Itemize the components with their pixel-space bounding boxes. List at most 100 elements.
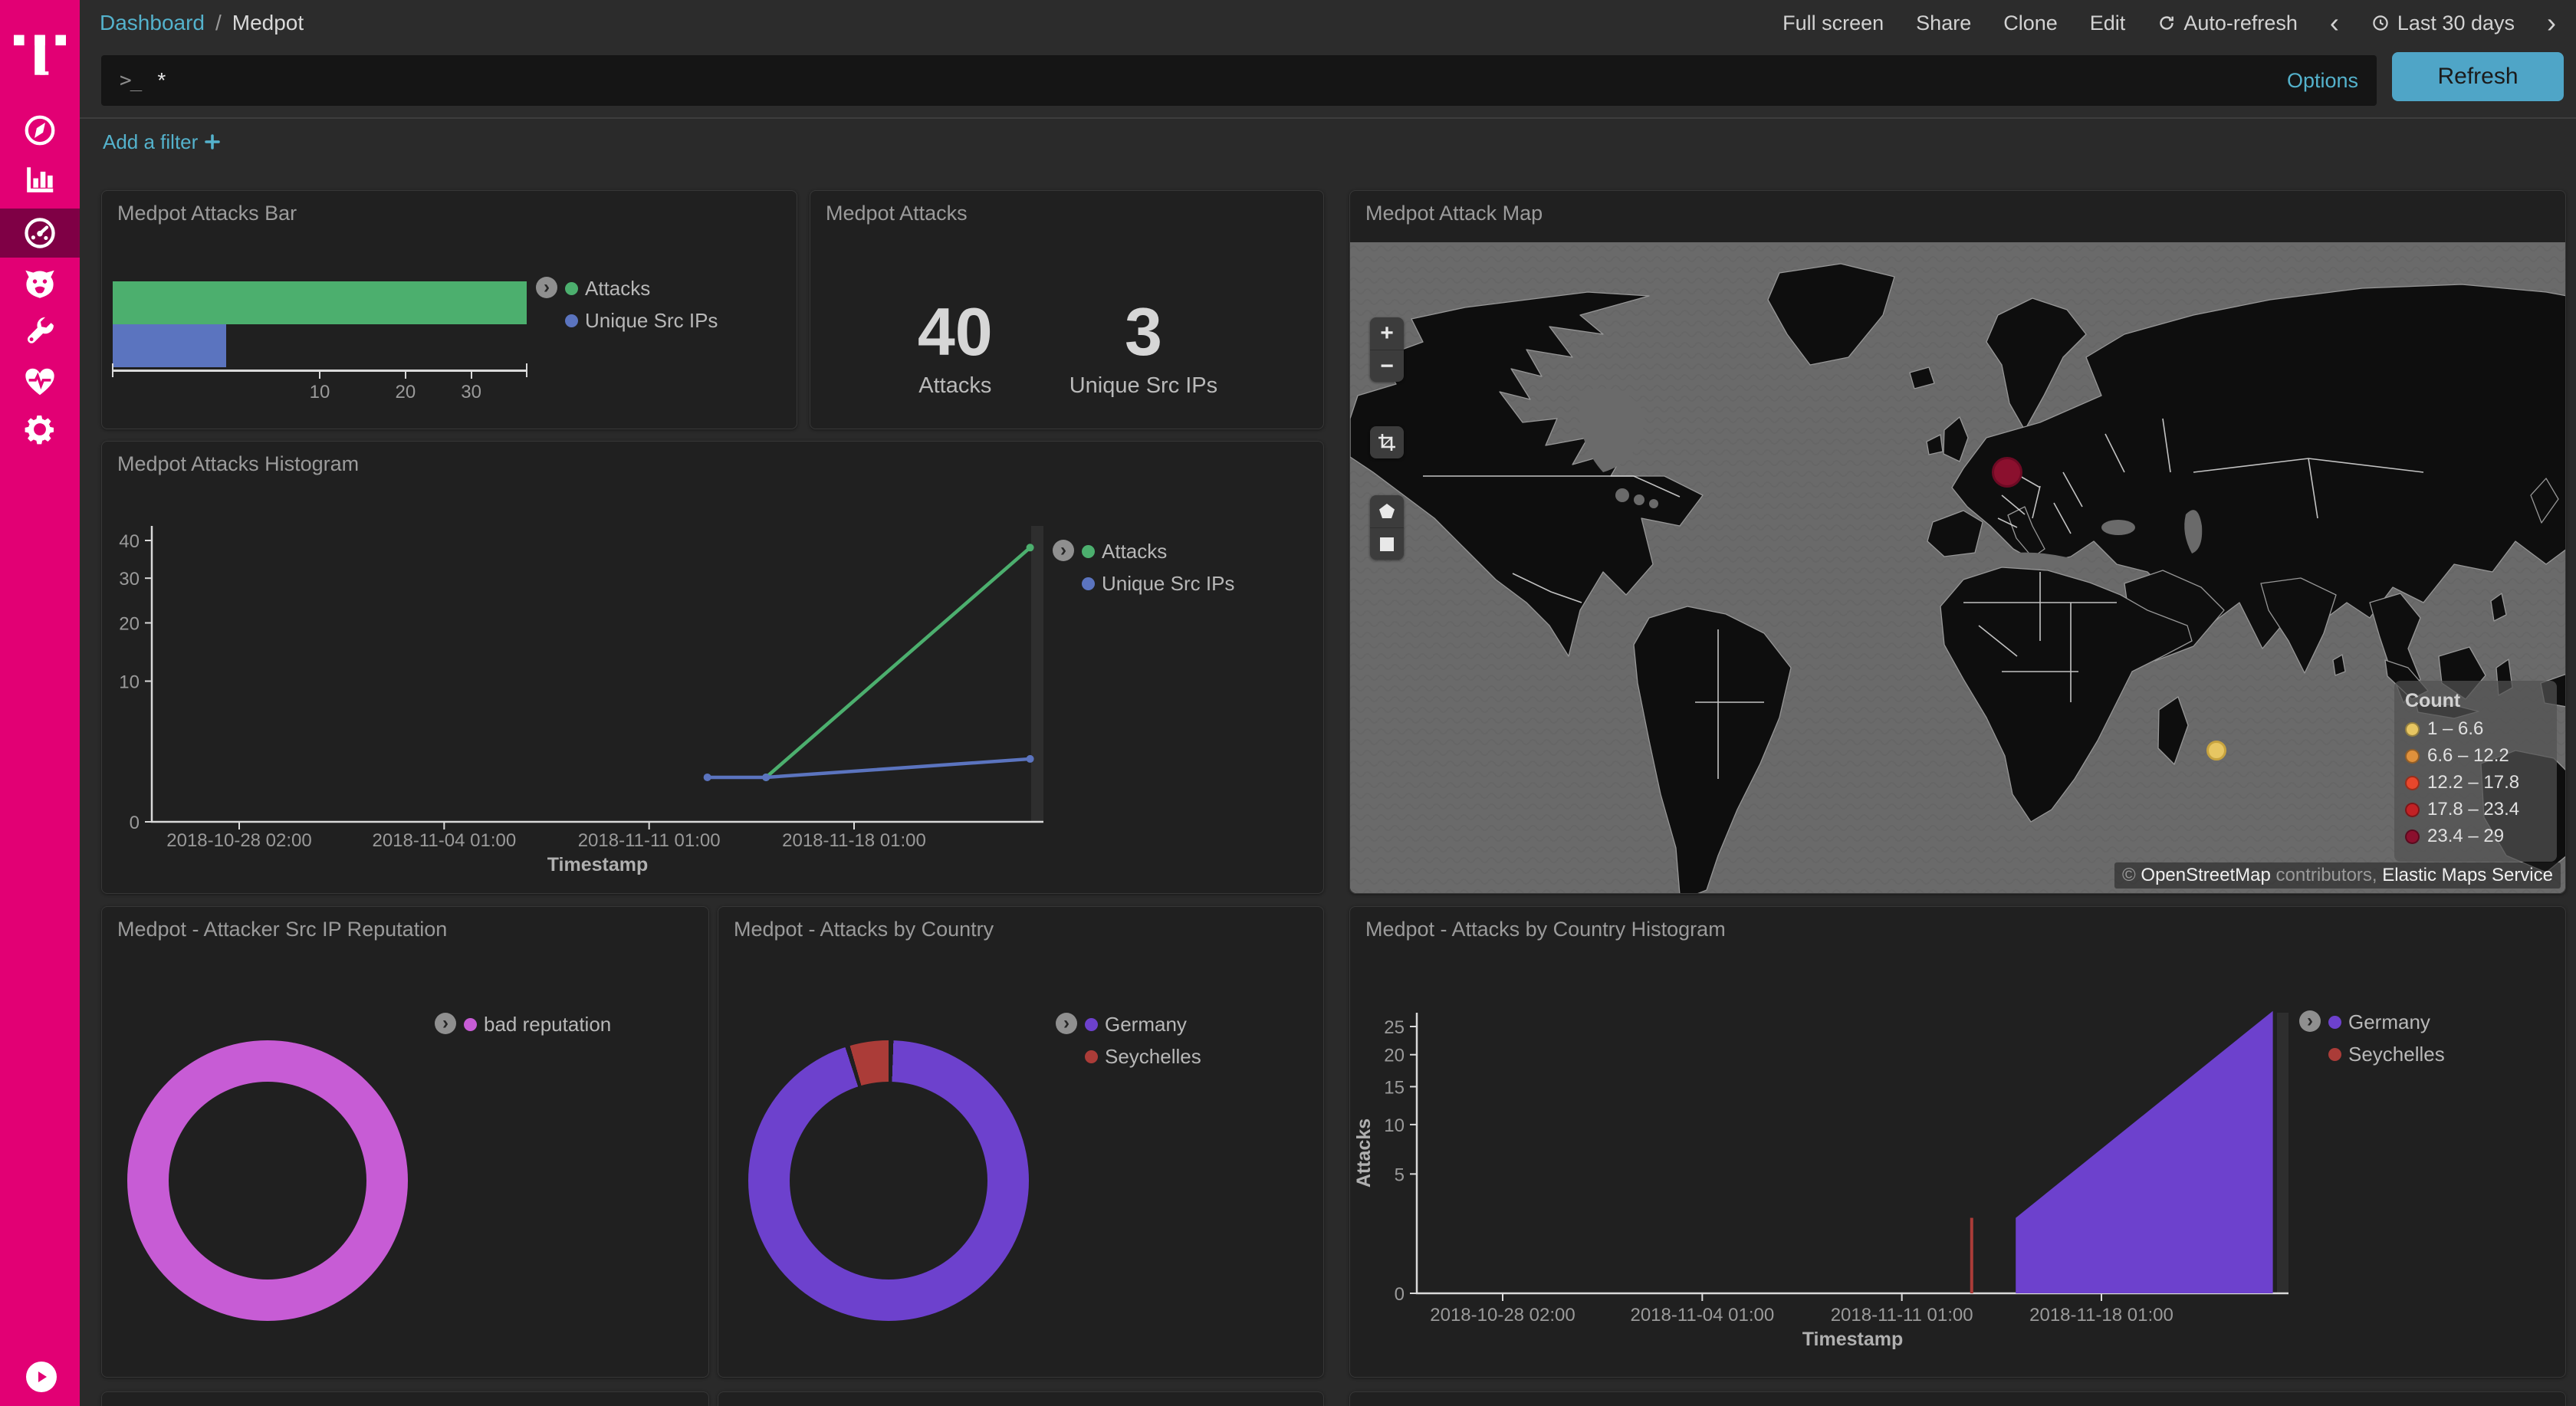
x-axis-tick: [526, 363, 527, 377]
time-back-button[interactable]: ‹: [2329, 7, 2339, 38]
sidebar-item-dev-tools[interactable]: [0, 308, 80, 357]
x-axis-tick-label: 20: [395, 382, 416, 402]
y-axis-tick-label: 30: [119, 569, 140, 590]
legend-items: bad reputation: [464, 1013, 611, 1036]
sidebar-collapse-button[interactable]: [26, 1362, 57, 1392]
legend-item-label[interactable]: Germany: [1105, 1013, 1187, 1036]
edit-button[interactable]: Edit: [2089, 11, 2126, 34]
area-chart: 0 5 10 15 20 25 2018-10-28 02:00 2018-11-04 01:…: [1353, 1010, 2288, 1350]
map-fit-data-bounds-button[interactable]: [1370, 426, 1404, 458]
y-axis-tick-label: 10: [1384, 1115, 1405, 1136]
map-zoom-controls: + −: [1370, 317, 1404, 382]
chart-legend: › Germany Seychelles: [2299, 1010, 2445, 1066]
legend-item[interactable]: Unique Src IPs: [1082, 572, 1234, 596]
breadcrumb-dashboard-link[interactable]: Dashboard: [100, 11, 205, 34]
x-axis-tick: [319, 370, 320, 379]
series-line-Unique Src IPs[interactable]: [705, 757, 1032, 780]
search-input[interactable]: [157, 68, 2273, 93]
time-forward-button[interactable]: ›: [2547, 7, 2556, 38]
donut-chart-country[interactable]: [748, 1040, 1029, 1321]
legend-item-label[interactable]: Seychelles: [1105, 1045, 1201, 1068]
map-marker-Indian Ocean (Seychelles)[interactable]: [2206, 740, 2226, 760]
legend-toggle-chevron-icon[interactable]: ›: [536, 277, 557, 298]
bar-Attacks[interactable]: [113, 281, 527, 324]
data-point-Unique Src IPs[interactable]: [1026, 754, 1034, 763]
legend-item[interactable]: Seychelles: [2328, 1043, 2445, 1066]
legend-item-label[interactable]: bad reputation: [484, 1013, 612, 1036]
telekom-logo: [14, 34, 66, 75]
data-point-Unique Src IPs[interactable]: [703, 773, 711, 781]
x-axis-tick-label: 2018-10-28 02:00: [166, 830, 312, 851]
x-axis-tick: [470, 370, 472, 379]
panel-medpot-attacks-bar: Medpot Attacks Bar 10 20 30 › Attacks Unique…: [101, 190, 797, 429]
legend-item-label[interactable]: Attacks: [585, 277, 651, 300]
metric-unique-src-ips: 3 Unique Src IPs: [1070, 298, 1217, 399]
bar-Unique Src IPs[interactable]: [113, 324, 226, 367]
legend-item-label[interactable]: Seychelles: [2348, 1043, 2445, 1066]
contributors-text: contributors,: [2275, 865, 2377, 885]
data-point-Unique Src IPs[interactable]: [762, 773, 770, 781]
map-zoom-in-button[interactable]: +: [1380, 320, 1394, 346]
legend-item-label[interactable]: Germany: [2348, 1010, 2430, 1033]
share-button[interactable]: Share: [1916, 11, 1972, 34]
sidebar-item-discover[interactable]: [0, 106, 80, 155]
legend-item[interactable]: Attacks: [1082, 540, 1234, 563]
legend-item-label[interactable]: Attacks: [1102, 540, 1168, 563]
x-axis-title: Timestamp: [547, 854, 649, 875]
elastic-maps-service-link[interactable]: Elastic Maps Service: [2382, 865, 2553, 885]
legend-item-label[interactable]: Unique Src IPs: [585, 309, 718, 332]
legend-toggle-chevron-icon[interactable]: ›: [2299, 1010, 2321, 1032]
time-range-button[interactable]: Last 30 days: [2371, 11, 2515, 35]
map-marker-Central Europe (Germany)[interactable]: [1991, 456, 2022, 488]
legend-item[interactable]: Seychelles: [1085, 1045, 1201, 1069]
legend-item-label[interactable]: Unique Src IPs: [1102, 572, 1235, 595]
legend-toggle-chevron-icon[interactable]: ›: [1053, 540, 1074, 561]
y-axis-tick-label: 25: [1384, 1017, 1405, 1038]
panel-medpot-attacks-metric: Medpot Attacks 40 Attacks 3 Unique Src I…: [810, 190, 1324, 429]
series-bar-Seychelles[interactable]: [1970, 1217, 1973, 1293]
legend-item[interactable]: Unique Src IPs: [565, 309, 718, 333]
legend-item[interactable]: Germany: [2328, 1010, 2445, 1034]
legend-color-dot: [1085, 1018, 1098, 1031]
map-legend-color-dot: [2405, 721, 2420, 737]
sidebar-item-monitoring[interactable]: [0, 357, 80, 406]
map-legend-item: 23.4 – 29: [2405, 826, 2546, 847]
clone-button[interactable]: Clone: [2003, 11, 2058, 34]
series-line-Attacks[interactable]: [764, 546, 1032, 780]
legend-item[interactable]: Germany: [1085, 1013, 1201, 1036]
y-axis-tick-label: 0: [130, 813, 140, 833]
chart-legend: › Attacks Unique Src IPs: [1053, 540, 1234, 596]
legend-toggle-chevron-icon[interactable]: ›: [435, 1013, 456, 1034]
metric-attacks: 40 Attacks: [918, 298, 993, 399]
panel-title: Medpot Attacks: [826, 202, 968, 225]
sidebar-item-management[interactable]: [0, 405, 80, 454]
metric-label: Unique Src IPs: [1069, 373, 1218, 398]
donut-hole: [790, 1082, 987, 1280]
axis-lines: [150, 526, 1043, 823]
map-draw-rectangle-button[interactable]: [1370, 527, 1404, 560]
legend-toggle-chevron-icon[interactable]: ›: [1056, 1013, 1077, 1034]
x-axis-tick-label: 30: [461, 382, 481, 402]
sidebar-item-visualize[interactable]: [0, 155, 80, 204]
lion-face-icon: [25, 270, 54, 298]
donut-chart-reputation[interactable]: [127, 1040, 408, 1321]
metric-group: 40 Attacks 3 Unique Src IPs: [810, 298, 1325, 399]
x-axis-title: Timestamp: [1802, 1329, 1904, 1350]
full-screen-button[interactable]: Full screen: [1783, 11, 1884, 34]
world-map[interactable]: + −: [1350, 242, 2565, 893]
map-zoom-out-button[interactable]: −: [1370, 350, 1404, 382]
auto-refresh-button[interactable]: Auto-refresh: [2157, 11, 2298, 35]
add-filter-button[interactable]: Add a filter: [103, 130, 221, 154]
refresh-button[interactable]: Refresh: [2392, 52, 2564, 101]
data-point-Attacks[interactable]: [1026, 544, 1034, 552]
sidebar-item-timelion[interactable]: [0, 259, 80, 308]
options-link[interactable]: Options: [2286, 68, 2358, 92]
legend-item[interactable]: bad reputation: [464, 1013, 611, 1036]
sidebar-item-dashboard[interactable]: [0, 209, 80, 258]
map-draw-polygon-button[interactable]: [1370, 495, 1404, 527]
legend-item[interactable]: Attacks: [565, 277, 718, 301]
openstreetmap-link[interactable]: OpenStreetMap: [2141, 865, 2271, 885]
query-input-box[interactable]: >_ Options: [101, 55, 2377, 106]
series-area-Germany[interactable]: [2016, 1010, 2273, 1293]
panel-medpot-attacks-by-country: Medpot - Attacks by Country › Germany Seyc…: [718, 906, 1324, 1378]
